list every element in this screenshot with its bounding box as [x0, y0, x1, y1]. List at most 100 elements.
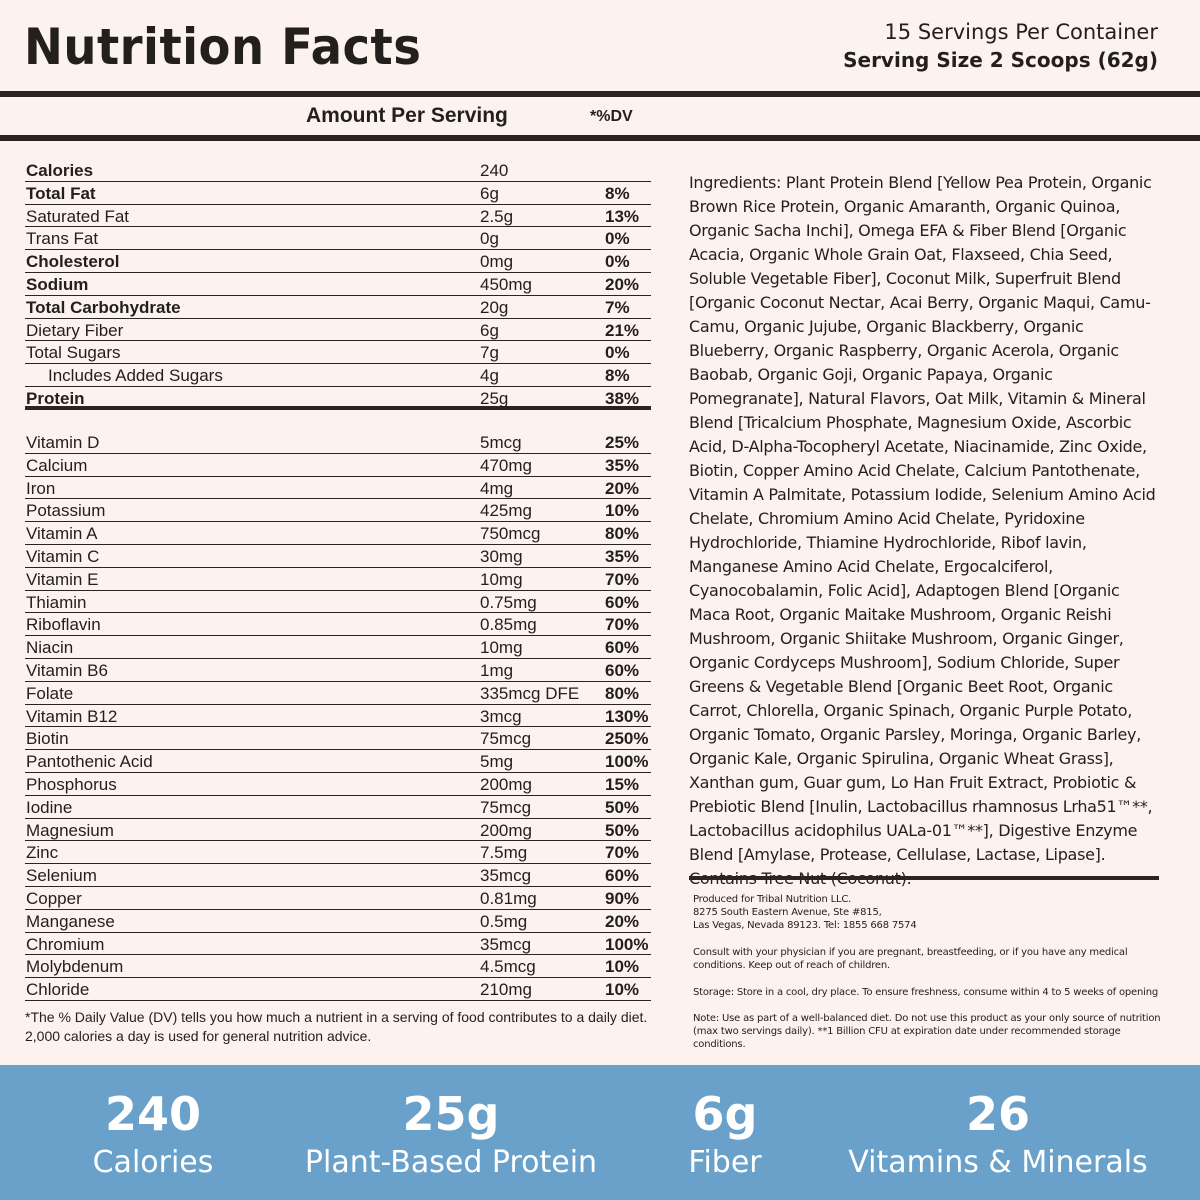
nutrient-name: Total Fat — [26, 183, 96, 203]
nutrient-amount: 0mg — [480, 252, 514, 272]
nutrient-dv: 21% — [605, 320, 640, 340]
ingredients-list: Ingredients: Plant Protein Blend [Yellow… — [689, 173, 1156, 888]
nutrient-name: Pantothenic Acid — [26, 752, 153, 772]
nutrient-row: Calories 240 — [25, 159, 651, 182]
producer-info: Produced for Tribal Nutrition LLC. 8275 … — [693, 893, 1173, 932]
nutrient-amount: 5mcg — [480, 433, 522, 452]
nutrient-row: Vitamin C 30mg 35% — [25, 545, 651, 568]
nutrient-row: Vitamin A 750mcg 80% — [25, 522, 651, 545]
nutrient-amount: 0.85mg — [480, 615, 537, 635]
nutrient-row: Folate 335mcg DFE 80% — [25, 682, 651, 705]
servings-per-container: 15 Servings Per Container — [884, 20, 1158, 44]
nutrient-row: Chloride 210mg 10% — [25, 978, 651, 1001]
nutrient-dv: 8% — [605, 183, 630, 203]
stat-label: Vitamins & Minerals — [848, 1145, 1148, 1180]
nutrient-amount: 4g — [480, 366, 499, 386]
nutrient-amount: 1mg — [480, 660, 514, 680]
nutrient-row: Phosphorus 200mg 15% — [25, 773, 651, 796]
nutrient-name: Chromium — [26, 934, 105, 954]
nutrient-amount: 75mcg — [480, 729, 532, 749]
nutrient-name: Includes Added Sugars — [48, 366, 223, 386]
nutrient-name: Chloride — [26, 980, 90, 1000]
stat-value: 6g — [692, 1087, 758, 1141]
dv-header: *%DV — [590, 108, 633, 125]
nutrient-amount: 335mcg DFE — [480, 683, 580, 703]
nutrient-dv: 20% — [605, 478, 640, 498]
nutrient-dv: 60% — [605, 592, 640, 612]
nutrient-name: Zinc — [26, 843, 59, 863]
nutrient-name: Molybdenum — [26, 957, 124, 977]
nutrient-name: Total Carbohydrate — [26, 297, 181, 317]
nutrient-row: Manganese 0.5mg 20% — [25, 910, 651, 933]
nutrient-row: Cholesterol 0mg 0% — [25, 250, 651, 273]
producer-line: Las Vegas, Nevada 89123. Tel: 1855 668 7… — [693, 920, 917, 931]
nutrient-amount: 425mg — [480, 501, 532, 521]
page-title: Nutrition Facts — [24, 18, 422, 76]
nutrient-amount: 210mg — [480, 980, 532, 1000]
nutrient-dv: 130% — [605, 706, 649, 726]
nutrient-amount: 7g — [480, 343, 499, 363]
nutrient-name: Biotin — [26, 729, 69, 749]
nutrient-amount: 4mg — [480, 478, 514, 498]
nutrient-row: Riboflavin 0.85mg 70% — [25, 613, 651, 637]
nutrient-dv: 100% — [605, 752, 649, 772]
nutrient-name: Total Sugars — [26, 343, 121, 363]
nutrient-row: Magnesium 200mg 50% — [25, 819, 651, 842]
nutrient-name: Potassium — [26, 501, 106, 521]
nutrient-amount: 30mg — [480, 546, 523, 566]
nutrient-name: Iodine — [26, 797, 73, 817]
nutrient-dv: 15% — [605, 774, 640, 794]
nutrient-dv: 60% — [605, 866, 640, 886]
nutrient-name: Sodium — [26, 274, 89, 294]
nutrient-name: Folate — [26, 683, 74, 703]
nutrient-amount: 5mg — [480, 752, 514, 772]
nutrient-amount: 200mg — [480, 820, 532, 840]
nutrient-name: Selenium — [26, 866, 97, 886]
nutrient-dv: 10% — [605, 980, 640, 1000]
nutrient-amount: 750mcg — [480, 524, 541, 544]
producer-line: Produced for Tribal Nutrition LLC. — [693, 894, 852, 905]
nutrient-name: Magnesium — [26, 820, 114, 840]
storage-text: Storage: Store in a cool, dry place. To … — [693, 987, 1159, 998]
nutrient-row: Calcium 470mg 35% — [25, 454, 651, 477]
nutrient-amount: 470mg — [480, 455, 532, 475]
nutrient-row: Total Fat 6g 8% — [25, 182, 651, 205]
nutrient-amount: 3mcg — [480, 706, 522, 726]
nutrient-row: Iodine 75mcg 50% — [25, 796, 651, 819]
nutrient-name: Copper — [26, 888, 82, 908]
serving-size: Serving Size 2 Scoops (62g) — [843, 48, 1158, 72]
nutrient-amount: 2.5g — [480, 206, 514, 226]
nutrient-amount: 0.5mg — [480, 911, 528, 931]
nutrient-dv: 70% — [605, 569, 640, 589]
nutrient-amount: 35mcg — [480, 866, 532, 886]
nutrient-dv: 250% — [605, 729, 649, 749]
stat-value: 26 — [965, 1087, 1031, 1141]
nutrient-row: Total Sugars 7g 0% — [25, 341, 651, 365]
nutrient-row: Vitamin B12 3mcg 130% — [25, 705, 651, 728]
nutrient-dv: 10% — [605, 501, 640, 521]
nutrient-name: Niacin — [26, 638, 74, 658]
nutrient-row: Trans Fat 0g 0% — [25, 227, 651, 251]
nutrient-amount: 6g — [480, 183, 499, 203]
nutrient-dv: 13% — [605, 206, 640, 226]
nutrient-name: Vitamin D — [26, 433, 100, 452]
nutrient-amount: 6g — [480, 320, 499, 340]
nutrient-amount: 240 — [480, 161, 509, 180]
nutrient-name: Saturated Fat — [26, 206, 130, 226]
divider — [0, 135, 1200, 141]
nutrient-dv: 80% — [605, 524, 640, 544]
nutrient-name: Protein — [26, 388, 85, 408]
nutrient-row: Thiamin 0.75mg 60% — [25, 591, 651, 614]
nutrient-row: Protein 25g 38% — [25, 387, 651, 410]
nutrient-dv: 100% — [605, 934, 649, 954]
nutrient-row: Biotin 75mcg 250% — [25, 727, 651, 751]
nutrient-dv: 0% — [605, 229, 630, 249]
stat-value: 25g — [402, 1087, 500, 1141]
nutrient-dv: 38% — [605, 388, 640, 408]
stat-protein: 25g Plant-Based Protein — [305, 1087, 597, 1185]
nutrient-name: Dietary Fiber — [26, 320, 124, 340]
nutrient-row: Dietary Fiber 6g 21% — [25, 319, 651, 342]
nutrient-dv: 35% — [605, 455, 640, 475]
nutrient-dv: 0% — [605, 252, 630, 272]
nutrient-amount: 4.5mcg — [480, 957, 536, 977]
